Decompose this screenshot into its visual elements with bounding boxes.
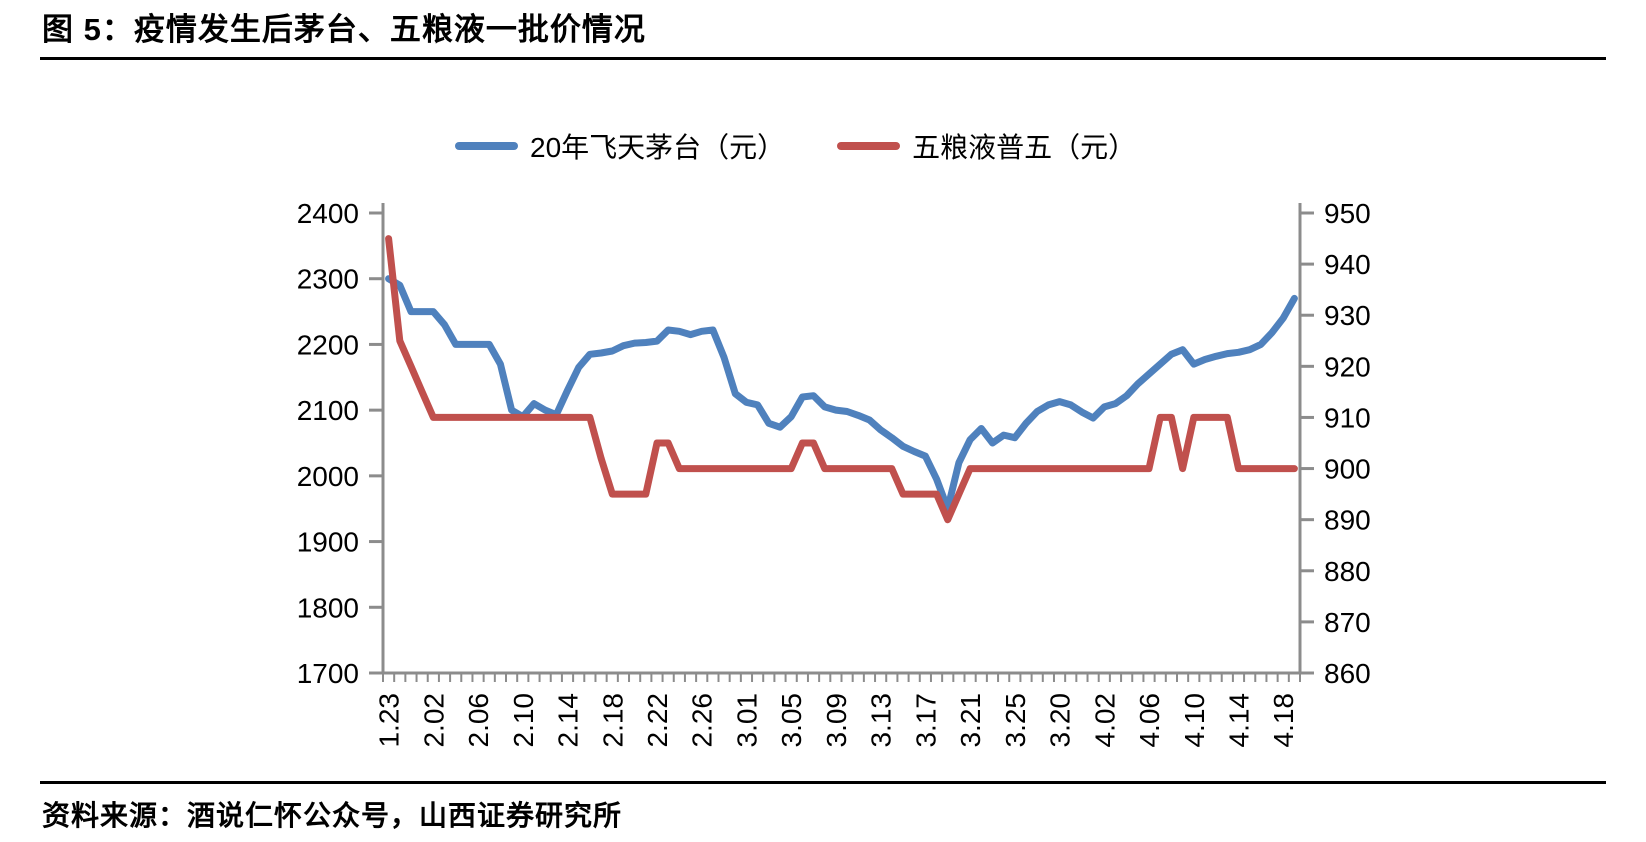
x-axis-tick-label: 3.21 [955,693,986,748]
figure-title: 图 5：疫情发生后茅台、五粮液一批价情况 [42,12,646,47]
footer-divider [40,781,1606,784]
left-axis-tick-label: 2100 [297,395,359,426]
x-axis-tick-label: 3.13 [866,693,897,748]
x-axis-tick-label: 3.20 [1045,693,1076,748]
x-axis-tick-label: 4.18 [1268,693,1299,748]
chart-legend: 20年飞天茅台（元） 五粮液普五（元） [455,126,1136,166]
left-axis-tick-label: 2000 [297,461,359,492]
left-axis-tick-label: 1700 [297,658,359,689]
left-axis-tick-label: 1800 [297,592,359,623]
x-axis-tick-label: 3.05 [776,693,807,748]
right-axis-tick-label: 950 [1324,198,1371,229]
wuliangye-line-swatch-icon [837,142,901,150]
x-axis-tick-label: 3.25 [1000,693,1031,748]
right-axis-tick-label: 870 [1324,607,1371,638]
right-axis-tick-label: 920 [1324,351,1371,382]
x-axis-tick-label: 2.14 [553,693,584,748]
source-note: 资料来源：酒说仁怀公众号，山西证券研究所 [42,800,623,831]
left-axis-tick-label: 2200 [297,329,359,360]
x-axis-tick-label: 3.17 [910,693,941,748]
x-axis-tick-label: 2.26 [687,693,718,748]
x-axis-tick-label: 2.02 [418,693,449,748]
left-axis-tick-label: 2400 [297,198,359,229]
x-axis-tick-label: 2.22 [642,693,673,748]
x-axis-tick-label: 4.02 [1089,693,1120,748]
x-axis-tick-label: 4.10 [1179,693,1210,748]
maotai-line-swatch-icon [455,142,518,150]
title-divider [40,57,1606,60]
x-axis-tick-label: 3.01 [731,693,762,748]
right-axis-tick-label: 930 [1324,300,1371,331]
x-axis-tick-label: 2.06 [463,693,494,748]
legend-label-wuliangye: 五粮液普五（元） [912,132,1137,163]
left-axis-tick-label: 1900 [297,527,359,558]
maotai-price-line [385,275,1298,513]
right-axis-tick-label: 890 [1324,505,1371,536]
right-axis-tick-label: 900 [1324,454,1371,485]
right-axis-tick-label: 880 [1324,556,1371,587]
left-axis-tick-label: 2300 [297,264,359,295]
right-axis-tick-label: 940 [1324,249,1371,280]
x-axis-tick-label: 1.23 [374,693,405,748]
x-axis-tick-label: 2.10 [508,693,539,748]
x-axis-tick-label: 4.14 [1223,693,1254,748]
right-axis-tick-label: 910 [1324,402,1371,433]
right-axis-tick-label: 860 [1324,658,1371,689]
x-axis-tick-label: 2.18 [597,693,628,748]
legend-label-maotai: 20年飞天茅台（元） [530,132,786,163]
x-axis-tick-label: 4.06 [1134,693,1165,748]
wuliangye-price-line [385,235,1298,524]
legend-item-maotai: 20年飞天茅台（元） [455,126,785,166]
legend-item-wuliangye: 五粮液普五（元） [837,126,1136,166]
x-axis-tick-label: 3.09 [821,693,852,748]
